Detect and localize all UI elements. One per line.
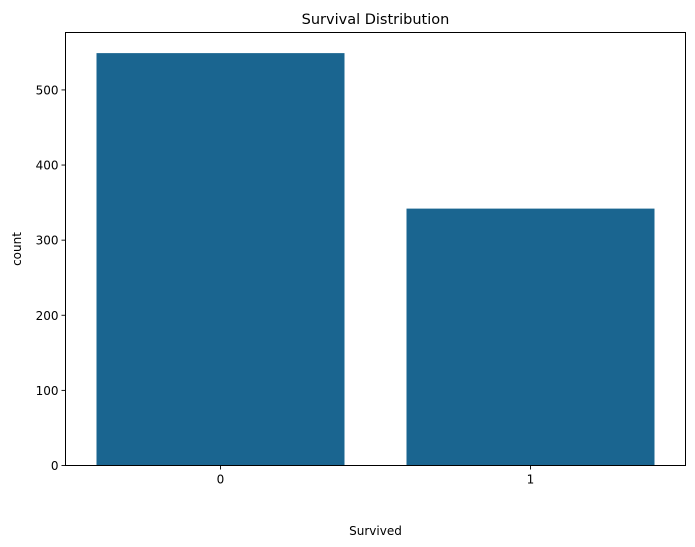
y-tick-label: 500 (36, 83, 59, 97)
y-tick-label: 400 (36, 159, 59, 173)
x-tick-label: 1 (527, 473, 535, 487)
y-tick-label: 100 (36, 384, 59, 398)
chart-title: Survival Distribution (302, 12, 450, 28)
plot-area (96, 53, 655, 466)
y-tick-label: 200 (36, 309, 59, 323)
x-tick-label: 0 (217, 473, 225, 487)
bar-1 (406, 208, 655, 466)
x-axis-label: Survived (349, 524, 402, 538)
y-axis-label: count (10, 232, 24, 266)
y-tick-label: 0 (51, 459, 59, 473)
y-tick-label: 300 (36, 234, 59, 248)
bar-0 (96, 53, 345, 466)
y-axis: 0 100 200 300 400 500 (36, 83, 66, 473)
axes-frame (65, 32, 686, 466)
